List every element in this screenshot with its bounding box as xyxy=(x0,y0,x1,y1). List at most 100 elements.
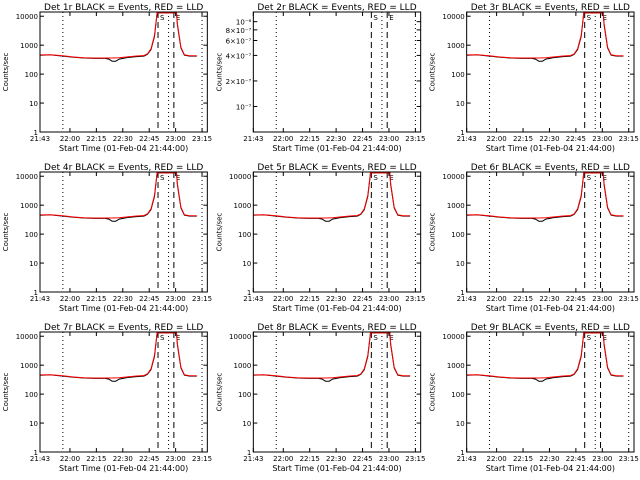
y-tick-label: 100 xyxy=(25,391,38,399)
x-tick-label: 22:00 xyxy=(60,295,80,303)
x-tick-label: 23:00 xyxy=(592,455,612,463)
lld-series-line xyxy=(40,12,197,59)
x-tick-label: 22:15 xyxy=(300,295,320,303)
lld-series-line xyxy=(466,332,624,379)
x-tick-label: 23:15 xyxy=(619,455,639,463)
y-tick-label: 1 xyxy=(247,449,251,457)
y-tick-label: 1000 xyxy=(20,202,38,210)
x-tick-label: 22:00 xyxy=(273,295,293,303)
lld-series-line xyxy=(253,332,411,379)
x-tick-label: 23:00 xyxy=(379,455,399,463)
marker-label: S xyxy=(160,174,165,182)
x-tick-label: 23:15 xyxy=(619,135,639,143)
x-tick-label: 22:00 xyxy=(60,455,80,463)
x-tick-label: 22:45 xyxy=(352,455,372,463)
x-tick-label: 22:45 xyxy=(139,295,159,303)
y-tick-label: 100 xyxy=(238,391,251,399)
events-series-line xyxy=(253,332,411,382)
x-axis-label: Start Time (01-Feb-04 21:44:00) xyxy=(272,144,401,153)
x-tick-label: 22:30 xyxy=(539,295,559,303)
panel-title: Det 7r BLACK = Events, RED = LLD xyxy=(44,323,203,333)
y-tick-label: 100 xyxy=(238,231,251,239)
marker-label: E xyxy=(603,14,607,22)
x-tick-label: 23:15 xyxy=(405,295,425,303)
events-series-line xyxy=(40,172,197,222)
marker-label: E xyxy=(389,14,393,22)
y-tick-label: 10 xyxy=(242,260,251,268)
marker-label: S xyxy=(587,174,592,182)
x-axis-label: Start Time (01-Feb-04 21:44:00) xyxy=(59,304,188,313)
y-tick-label: 10 xyxy=(456,260,465,268)
x-axis-label: Start Time (01-Feb-04 21:44:00) xyxy=(59,464,188,473)
plot-frame xyxy=(39,171,208,293)
y-tick-label: 10000 xyxy=(229,333,251,341)
y-axis-label: Counts/sec xyxy=(215,373,223,412)
x-tick-label: 23:00 xyxy=(379,135,399,143)
events-series-line xyxy=(253,172,411,222)
marker-label: S xyxy=(160,14,165,22)
y-tick-label: 10 xyxy=(456,420,465,428)
lld-series-line xyxy=(466,172,624,219)
x-tick-label: 21:43 xyxy=(243,295,263,303)
y-axis-label: Counts/sec xyxy=(429,213,437,252)
x-tick-label: 22:30 xyxy=(539,455,559,463)
y-tick-label: 10000 xyxy=(442,13,464,21)
x-tick-label: 22:45 xyxy=(139,135,159,143)
plot-frame xyxy=(252,171,422,293)
events-series-line xyxy=(466,172,624,222)
x-tick-label: 22:30 xyxy=(326,455,346,463)
y-tick-label: 1000 xyxy=(234,362,252,370)
y-tick-label: 1 xyxy=(460,129,464,137)
x-tick-label: 21:43 xyxy=(457,135,477,143)
x-tick-label: 21:43 xyxy=(457,455,477,463)
panel-title: Det 4r BLACK = Events, RED = LLD xyxy=(44,163,203,173)
marker-label: S xyxy=(373,174,378,182)
x-tick-label: 21:43 xyxy=(30,135,50,143)
marker-label: E xyxy=(176,334,180,342)
x-tick-label: 22:00 xyxy=(487,455,507,463)
x-tick-label: 21:43 xyxy=(30,455,50,463)
events-series-line xyxy=(466,12,624,62)
y-tick-label: 1 xyxy=(247,289,251,297)
x-tick-label: 23:15 xyxy=(192,455,212,463)
x-axis-label: Start Time (01-Feb-04 21:44:00) xyxy=(272,304,401,313)
plot-frame xyxy=(252,11,422,133)
y-tick-label: 2×10⁻⁷ xyxy=(226,78,252,86)
x-tick-label: 22:45 xyxy=(566,295,586,303)
panel-title: Det 1r BLACK = Events, RED = LLD xyxy=(44,3,203,13)
y-tick-label: 1000 xyxy=(447,202,465,210)
x-tick-label: 22:15 xyxy=(513,295,533,303)
panel-title: Det 9r BLACK = Events, RED = LLD xyxy=(471,323,630,333)
marker-label: E xyxy=(389,174,393,182)
y-tick-label: 10000 xyxy=(442,173,464,181)
x-tick-label: 22:45 xyxy=(566,135,586,143)
y-tick-label: 10000 xyxy=(229,173,251,181)
y-axis-label: Counts/sec xyxy=(429,373,437,412)
y-tick-label: 100 xyxy=(451,391,464,399)
x-axis-label: Start Time (01-Feb-04 21:44:00) xyxy=(486,464,615,473)
x-tick-label: 22:30 xyxy=(326,295,346,303)
y-tick-label: 100 xyxy=(25,231,38,239)
y-tick-label: 100 xyxy=(25,71,38,79)
x-tick-label: 23:15 xyxy=(405,455,425,463)
marker-label: E xyxy=(389,334,393,342)
x-tick-label: 23:00 xyxy=(592,295,612,303)
y-tick-label: 1 xyxy=(34,289,38,297)
y-tick-label: 10000 xyxy=(16,13,38,21)
y-tick-label: 10⁻⁷ xyxy=(236,103,252,111)
x-tick-label: 22:15 xyxy=(513,135,533,143)
y-axis-label: Counts/sec xyxy=(2,213,10,252)
x-tick-label: 22:45 xyxy=(352,295,372,303)
y-tick-label: 10000 xyxy=(442,333,464,341)
x-tick-label: 22:30 xyxy=(113,135,133,143)
x-tick-label: 22:30 xyxy=(113,455,133,463)
events-series-line xyxy=(466,332,624,382)
y-tick-label: 10 xyxy=(242,420,251,428)
x-tick-label: 22:00 xyxy=(273,455,293,463)
marker-label: S xyxy=(160,334,165,342)
x-tick-label: 23:00 xyxy=(379,295,399,303)
y-tick-label: 1 xyxy=(34,129,38,137)
